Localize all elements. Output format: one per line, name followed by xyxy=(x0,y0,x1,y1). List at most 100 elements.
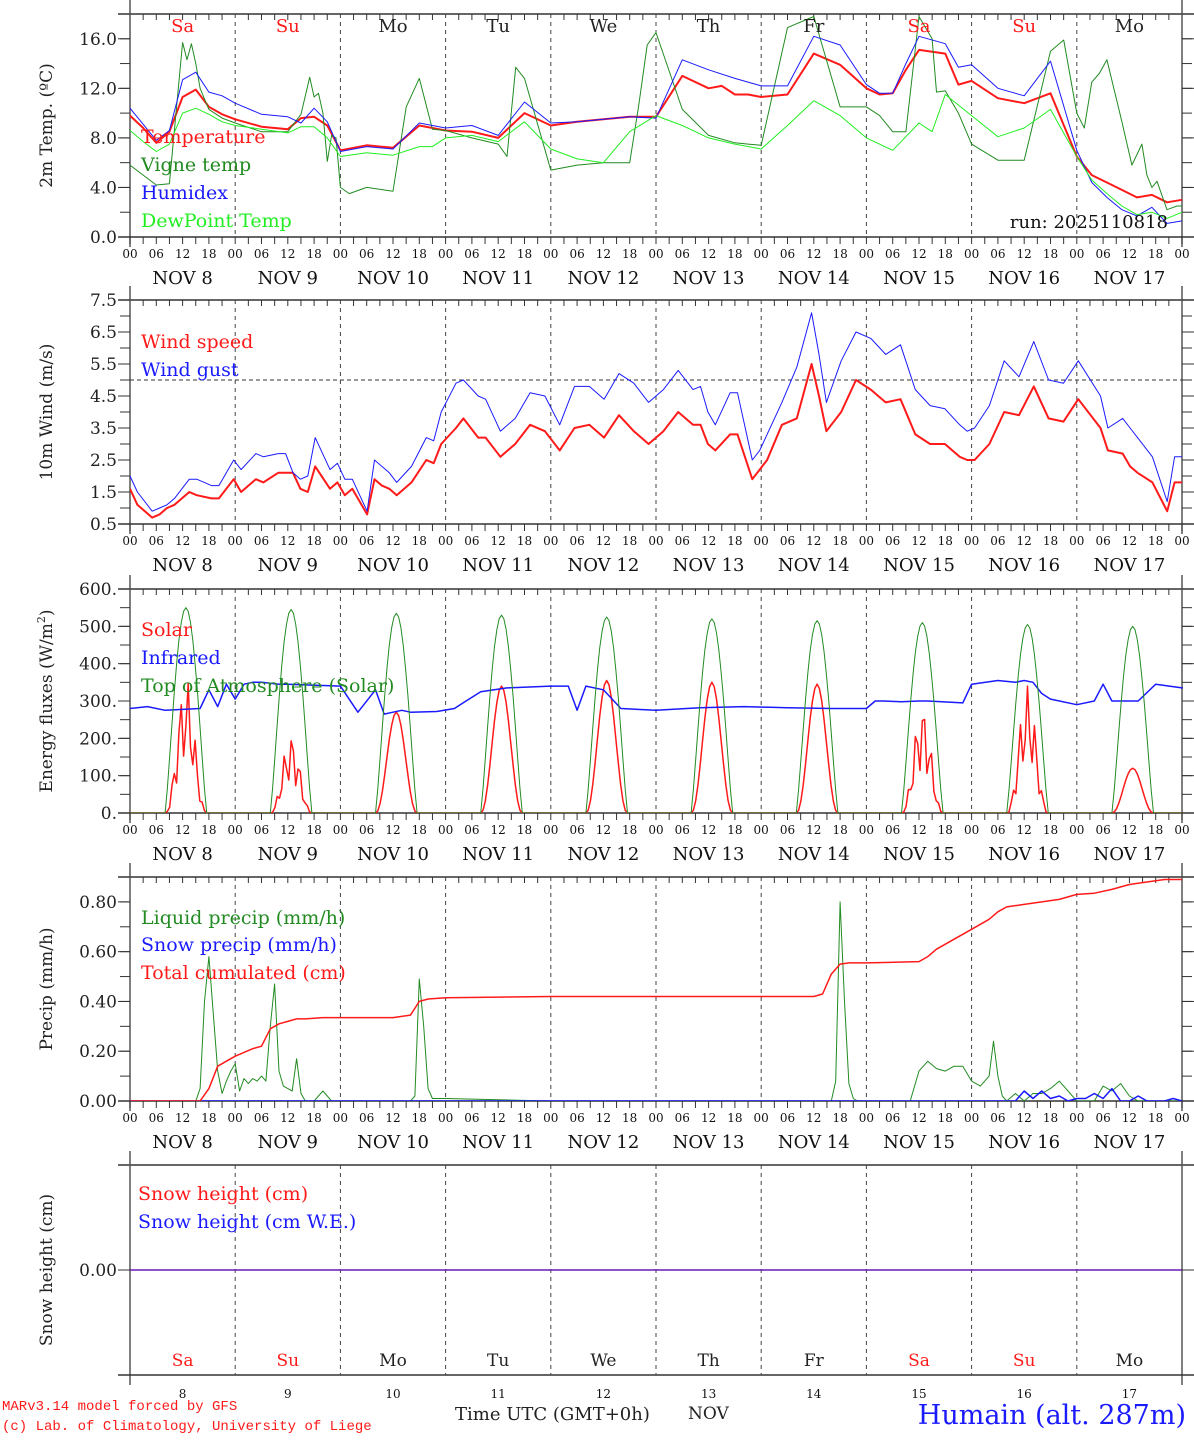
hour-tick-label: 00 xyxy=(333,247,348,261)
hour-tick-label: 00 xyxy=(438,534,453,548)
hour-tick-label: 12 xyxy=(491,247,506,261)
hour-tick-label: 06 xyxy=(254,247,269,261)
hour-tick-label: 18 xyxy=(1043,247,1058,261)
hour-tick-label: 00 xyxy=(648,534,663,548)
hour-tick-label: 18 xyxy=(412,247,427,261)
run-annotation: run: 2025110818 xyxy=(1010,212,1168,233)
hour-tick-label: 12 xyxy=(175,1111,190,1125)
hour-tick-label: 00 xyxy=(648,823,663,837)
legend-entry: Vigne temp xyxy=(140,154,251,176)
hour-tick-label: 00 xyxy=(438,823,453,837)
hour-tick-label: 00 xyxy=(964,247,979,261)
date-label: NOV 12 xyxy=(567,555,639,576)
hour-tick-label: 06 xyxy=(780,534,795,548)
hour-tick-label: 12 xyxy=(806,823,821,837)
series-line-wind-gust xyxy=(130,312,1182,512)
day-number-label: 11 xyxy=(491,1387,506,1401)
hour-tick-label: 18 xyxy=(622,823,637,837)
date-label: NOV 13 xyxy=(673,268,745,289)
series-line-total-cumulated-cm- xyxy=(130,878,1182,1101)
hour-tick-label: 12 xyxy=(491,823,506,837)
hour-tick-label: 12 xyxy=(175,534,190,548)
hour-tick-label: 00 xyxy=(648,247,663,261)
date-label: NOV 16 xyxy=(988,1132,1060,1153)
hour-tick-label: 00 xyxy=(754,1111,769,1125)
panel-5 xyxy=(118,1151,1194,1385)
legend-entry: Solar xyxy=(141,619,193,641)
date-label: NOV 16 xyxy=(988,555,1060,576)
hour-tick-label: 06 xyxy=(149,823,164,837)
y-axis-title: 10m Wind (m/s) xyxy=(37,344,57,481)
hour-tick-label: 00 xyxy=(438,1111,453,1125)
hour-tick-label: 18 xyxy=(832,534,847,548)
y-tick-label: 5.5 xyxy=(90,355,117,375)
date-label: NOV 9 xyxy=(258,268,318,289)
hour-tick-label: 12 xyxy=(1122,534,1137,548)
hour-tick-label: 18 xyxy=(201,1111,216,1125)
y-tick-label: 0.60 xyxy=(79,943,117,963)
hour-tick-label: 00 xyxy=(1174,1111,1189,1125)
day-name-label: We xyxy=(590,16,618,37)
hour-tick-label: 18 xyxy=(306,534,321,548)
y-tick-label: 0.40 xyxy=(79,992,117,1012)
hour-tick-label: 06 xyxy=(359,1111,374,1125)
hour-tick-label: 06 xyxy=(569,247,584,261)
hour-tick-label: 12 xyxy=(596,823,611,837)
day-number-label: 8 xyxy=(179,1387,187,1401)
day-number-label: 9 xyxy=(284,1387,292,1401)
series-group xyxy=(130,878,1183,1101)
y-tick-label: 200. xyxy=(79,729,117,749)
hour-tick-label: 00 xyxy=(228,534,243,548)
hour-tick-label: 06 xyxy=(780,1111,795,1125)
hour-tick-label: 12 xyxy=(596,1111,611,1125)
hour-tick-label: 06 xyxy=(990,247,1005,261)
day-name-label: Mo xyxy=(379,1351,407,1371)
hour-tick-label: 12 xyxy=(701,534,716,548)
y-tick-label: 0.0 xyxy=(90,228,117,248)
hour-tick-label: 00 xyxy=(964,1111,979,1125)
hour-tick-label: 00 xyxy=(438,247,453,261)
date-label: NOV 9 xyxy=(258,844,318,865)
date-label: NOV 15 xyxy=(883,844,955,865)
hour-tick-label: 12 xyxy=(701,1111,716,1125)
legend-entry: DewPoint Temp xyxy=(141,210,292,232)
day-name-label: Mo xyxy=(378,16,407,37)
day-number-label: 17 xyxy=(1122,1387,1137,1401)
hour-tick-label: 12 xyxy=(175,247,190,261)
y-tick-label: 6.5 xyxy=(90,323,117,343)
date-label: NOV 11 xyxy=(462,844,534,865)
y-tick-label: 7.5 xyxy=(90,291,117,311)
hour-tick-label: 06 xyxy=(885,1111,900,1125)
hour-tick-label: 00 xyxy=(648,1111,663,1125)
date-label: NOV 16 xyxy=(988,844,1060,865)
hour-tick-label: 00 xyxy=(1174,534,1189,548)
date-label: NOV 13 xyxy=(673,555,745,576)
hour-tick-label: 06 xyxy=(254,1111,269,1125)
hour-tick-label: 12 xyxy=(280,534,295,548)
hour-tick-label: 18 xyxy=(622,247,637,261)
day-number-label: 16 xyxy=(1017,1387,1032,1401)
hour-tick-label: 12 xyxy=(911,247,926,261)
hour-tick-label: 12 xyxy=(806,247,821,261)
y-tick-label: 16.0 xyxy=(79,30,117,50)
hour-tick-label: 12 xyxy=(385,1111,400,1125)
y-tick-label: 0.5 xyxy=(90,515,117,535)
hour-tick-label: 06 xyxy=(464,247,479,261)
hour-tick-label: 00 xyxy=(543,247,558,261)
series-line-wind-speed xyxy=(130,363,1182,519)
date-label: NOV 17 xyxy=(1093,844,1165,865)
date-label: NOV 8 xyxy=(152,1132,212,1153)
hour-tick-label: 18 xyxy=(412,1111,427,1125)
legend-entry: Snow height (cm W.E.) xyxy=(138,1211,356,1233)
day-name-label: Sa xyxy=(171,16,194,37)
series-line-liquid-precip-mm-h- xyxy=(130,901,1182,1101)
panel-3 xyxy=(118,575,1194,823)
hour-tick-label: 18 xyxy=(832,247,847,261)
hour-tick-label: 18 xyxy=(938,823,953,837)
day-number-label: 13 xyxy=(701,1387,716,1401)
y-tick-label: 0.00 xyxy=(79,1092,117,1112)
day-name-label: We xyxy=(590,1351,616,1371)
y-tick-label: 0.80 xyxy=(79,893,117,913)
hour-tick-label: 06 xyxy=(990,534,1005,548)
